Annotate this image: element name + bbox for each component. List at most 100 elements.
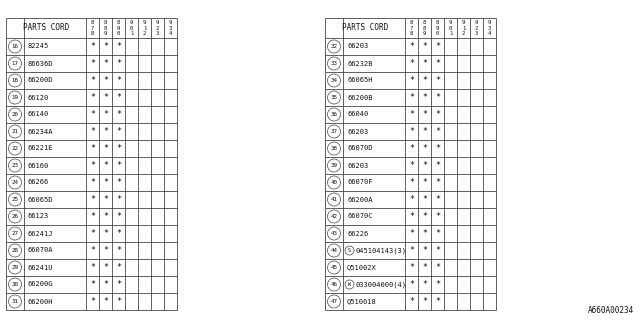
Text: 35: 35 <box>330 95 337 100</box>
Text: 9
0
1: 9 0 1 <box>130 20 133 36</box>
Text: *: * <box>409 93 414 102</box>
Text: 66070A: 66070A <box>28 247 54 253</box>
Text: *: * <box>116 263 121 272</box>
Text: 43: 43 <box>330 231 337 236</box>
Text: 26: 26 <box>12 214 19 219</box>
Text: *: * <box>116 280 121 289</box>
Text: *: * <box>116 297 121 306</box>
Text: *: * <box>103 297 108 306</box>
Text: *: * <box>116 212 121 221</box>
Text: *: * <box>422 42 427 51</box>
Text: *: * <box>435 93 440 102</box>
Text: 66203: 66203 <box>347 44 368 50</box>
Text: *: * <box>90 263 95 272</box>
Text: A660A00234: A660A00234 <box>588 306 634 315</box>
Text: *: * <box>116 76 121 85</box>
Text: *: * <box>103 127 108 136</box>
Text: *: * <box>435 212 440 221</box>
Text: *: * <box>103 280 108 289</box>
Text: *: * <box>409 59 414 68</box>
Text: 86636D: 86636D <box>28 60 54 67</box>
Text: *: * <box>90 42 95 51</box>
Text: 66203: 66203 <box>347 163 368 169</box>
Text: *: * <box>116 246 121 255</box>
Text: *: * <box>103 195 108 204</box>
Text: *: * <box>409 297 414 306</box>
Text: S: S <box>348 248 351 253</box>
Text: *: * <box>103 59 108 68</box>
Text: *: * <box>103 263 108 272</box>
Text: 31: 31 <box>12 299 19 304</box>
Text: *: * <box>422 195 427 204</box>
Text: 66070C: 66070C <box>347 213 372 220</box>
Text: *: * <box>90 93 95 102</box>
Text: 9
1
2: 9 1 2 <box>143 20 146 36</box>
Text: 8
8
9: 8 8 9 <box>423 20 426 36</box>
Text: *: * <box>90 161 95 170</box>
Text: 19: 19 <box>12 95 19 100</box>
Text: *: * <box>435 127 440 136</box>
Text: 27: 27 <box>12 231 19 236</box>
Text: *: * <box>435 263 440 272</box>
Text: *: * <box>409 280 414 289</box>
Text: 66065H: 66065H <box>347 77 372 84</box>
Text: 34: 34 <box>330 78 337 83</box>
Text: 9
0
1: 9 0 1 <box>449 20 452 36</box>
Text: *: * <box>409 263 414 272</box>
Text: *: * <box>90 144 95 153</box>
Text: 33: 33 <box>330 61 337 66</box>
Text: *: * <box>409 76 414 85</box>
Text: *: * <box>90 297 95 306</box>
Text: 8
8
9: 8 8 9 <box>104 20 107 36</box>
Text: *: * <box>409 246 414 255</box>
Text: 66200B: 66200B <box>347 94 372 100</box>
Text: 30: 30 <box>12 282 19 287</box>
Text: *: * <box>422 229 427 238</box>
Text: 37: 37 <box>330 129 337 134</box>
Text: 8
9
0: 8 9 0 <box>117 20 120 36</box>
Text: *: * <box>435 297 440 306</box>
Text: *: * <box>422 144 427 153</box>
Text: *: * <box>103 144 108 153</box>
Text: 21: 21 <box>12 129 19 134</box>
Text: *: * <box>422 110 427 119</box>
Text: *: * <box>103 42 108 51</box>
Text: 9
2
3: 9 2 3 <box>475 20 478 36</box>
Text: *: * <box>422 178 427 187</box>
Text: W: W <box>348 282 351 287</box>
Text: *: * <box>116 229 121 238</box>
Text: *: * <box>409 127 414 136</box>
Text: 9
2
3: 9 2 3 <box>156 20 159 36</box>
Text: 38: 38 <box>330 146 337 151</box>
Text: 42: 42 <box>330 214 337 219</box>
Text: *: * <box>409 212 414 221</box>
Text: 16: 16 <box>12 44 19 49</box>
Text: Q510018: Q510018 <box>347 299 377 305</box>
Text: *: * <box>435 59 440 68</box>
Text: *: * <box>103 178 108 187</box>
Text: *: * <box>422 297 427 306</box>
Text: *: * <box>116 59 121 68</box>
Text: *: * <box>90 195 95 204</box>
Text: 66070D: 66070D <box>347 146 372 151</box>
Text: 24: 24 <box>12 180 19 185</box>
Text: 20: 20 <box>12 112 19 117</box>
Text: 66226: 66226 <box>347 230 368 236</box>
Text: 66200D: 66200D <box>28 77 54 84</box>
Text: 40: 40 <box>330 180 337 185</box>
Text: *: * <box>422 59 427 68</box>
Text: 28: 28 <box>12 248 19 253</box>
Text: *: * <box>435 76 440 85</box>
Text: 66200A: 66200A <box>347 196 372 203</box>
Text: *: * <box>90 59 95 68</box>
Text: *: * <box>90 246 95 255</box>
Text: *: * <box>90 229 95 238</box>
Text: 66221E: 66221E <box>28 146 54 151</box>
Text: 23: 23 <box>12 163 19 168</box>
Text: 17: 17 <box>12 61 19 66</box>
Text: *: * <box>435 178 440 187</box>
Text: PARTS CORD: PARTS CORD <box>23 23 69 33</box>
Text: 66232B: 66232B <box>347 60 372 67</box>
Text: 66266: 66266 <box>28 180 49 186</box>
Text: 82245: 82245 <box>28 44 49 50</box>
